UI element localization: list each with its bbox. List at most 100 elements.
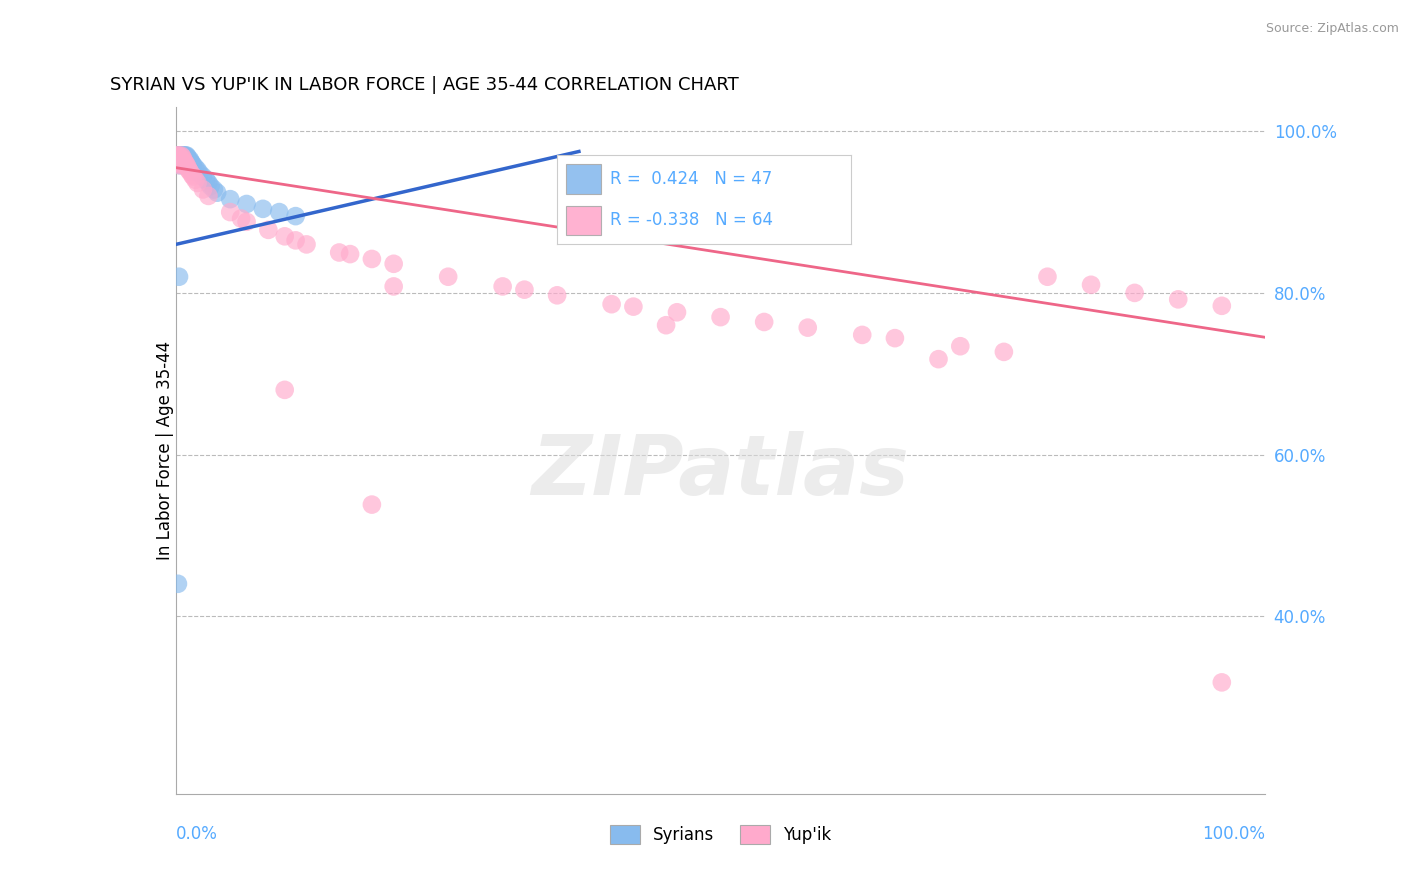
Point	[181, 168, 204, 182]
Point	[169, 153, 191, 167]
Point	[188, 166, 211, 180]
Point	[252, 202, 274, 216]
Text: R = -0.338   N = 64: R = -0.338 N = 64	[610, 211, 773, 229]
Legend: Syrians, Yup'ik: Syrians, Yup'ik	[603, 818, 838, 851]
Point	[710, 310, 733, 325]
Bar	[567, 206, 602, 235]
Point	[754, 315, 776, 329]
Point	[184, 161, 207, 175]
Point	[167, 148, 190, 162]
Point	[172, 152, 194, 166]
Point	[274, 229, 297, 244]
Point	[1167, 293, 1189, 307]
Point	[166, 148, 188, 162]
Point	[170, 155, 193, 169]
Point	[167, 151, 190, 165]
Point	[181, 156, 204, 170]
Point	[167, 153, 190, 167]
Point	[167, 156, 190, 170]
Text: Source: ZipAtlas.com: Source: ZipAtlas.com	[1265, 22, 1399, 36]
Point	[231, 211, 253, 226]
Point	[186, 176, 209, 190]
Point	[176, 158, 198, 172]
Point	[796, 320, 818, 334]
Point	[173, 148, 195, 162]
Point	[172, 156, 194, 170]
Text: 100.0%: 100.0%	[1202, 825, 1265, 843]
Point	[177, 163, 200, 178]
Point	[284, 209, 307, 223]
Point	[167, 153, 190, 167]
Point	[328, 245, 350, 260]
Point	[184, 173, 207, 187]
Point	[181, 158, 204, 172]
Point	[174, 148, 197, 162]
Point	[170, 153, 193, 167]
Point	[186, 163, 209, 178]
Point	[173, 155, 195, 169]
Point	[167, 148, 190, 162]
Point	[179, 164, 201, 178]
Point	[169, 148, 191, 162]
Point	[993, 344, 1015, 359]
Point	[167, 269, 190, 284]
Point	[1036, 269, 1059, 284]
Point	[1211, 299, 1233, 313]
Point	[166, 150, 188, 164]
Point	[382, 279, 405, 293]
Point	[173, 153, 195, 168]
Point	[295, 237, 318, 252]
Point	[949, 339, 972, 353]
Point	[655, 318, 678, 333]
Point	[513, 283, 536, 297]
Point	[172, 153, 194, 167]
Point	[200, 179, 222, 194]
Point	[197, 189, 219, 203]
Point	[167, 148, 190, 162]
Point	[170, 148, 193, 162]
Point	[180, 155, 202, 169]
Point	[169, 158, 191, 172]
Text: ZIPatlas: ZIPatlas	[531, 431, 910, 512]
Point	[176, 148, 198, 162]
Point	[600, 297, 623, 311]
Text: R =  0.424   N = 47: R = 0.424 N = 47	[610, 170, 772, 188]
Bar	[567, 164, 602, 194]
Point	[257, 223, 280, 237]
Point	[269, 205, 291, 219]
Point	[1080, 277, 1102, 292]
Point	[169, 151, 191, 165]
Point	[284, 233, 307, 247]
Point	[167, 152, 190, 166]
Point	[235, 197, 257, 211]
Point	[191, 182, 214, 196]
Point	[851, 327, 873, 342]
Point	[884, 331, 907, 345]
Y-axis label: In Labor Force | Age 35-44: In Labor Force | Age 35-44	[156, 341, 173, 560]
Point	[621, 300, 644, 314]
Point	[167, 148, 190, 162]
Point	[179, 153, 201, 167]
Point	[360, 252, 382, 266]
Point	[167, 156, 190, 170]
Point	[202, 182, 225, 196]
Point	[1211, 675, 1233, 690]
Point	[172, 150, 194, 164]
Point	[166, 153, 188, 167]
Point	[181, 169, 204, 184]
Point	[174, 156, 197, 170]
Point	[219, 192, 242, 206]
Point	[1123, 285, 1146, 300]
Point	[167, 158, 190, 172]
Point	[176, 153, 198, 167]
Point	[274, 383, 297, 397]
Point	[170, 156, 193, 170]
Point	[172, 156, 194, 170]
Point	[169, 156, 191, 170]
Point	[928, 352, 950, 367]
Point	[205, 186, 228, 200]
Point	[172, 158, 194, 172]
Point	[666, 305, 689, 319]
Point	[219, 205, 242, 219]
Point	[360, 498, 382, 512]
